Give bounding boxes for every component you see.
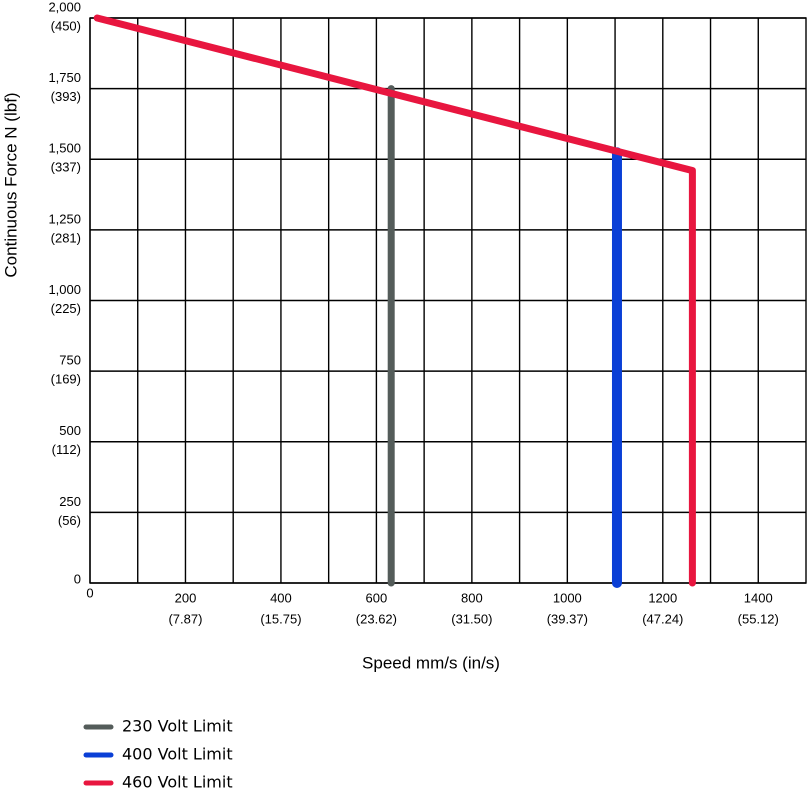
x-tick-label-secondary: (7.87) <box>168 611 202 626</box>
x-tick-label-secondary: (15.75) <box>260 611 301 626</box>
x-tick-label: 200 <box>175 590 197 605</box>
x-tick-label-secondary: (55.12) <box>738 611 779 626</box>
y-tick-label: 1,750 <box>48 70 81 85</box>
x-tick-label: 400 <box>270 590 292 605</box>
y-tick-label: 500 <box>59 423 81 438</box>
y-tick-label: 1,000 <box>48 282 81 297</box>
x-tick-label: 600 <box>366 590 388 605</box>
y-tick-label-secondary: (169) <box>51 372 81 387</box>
legend-text: 460 Volt Limit <box>122 773 233 792</box>
x-tick-label-secondary: (23.62) <box>356 611 397 626</box>
series-line <box>93 14 696 587</box>
y-axis-title: Continuous Force N (lbf) <box>1 92 20 277</box>
x-tick-label-secondary: (47.24) <box>642 611 683 626</box>
legend-text: 230 Volt Limit <box>122 717 233 736</box>
y-tick-label-secondary: (393) <box>51 89 81 104</box>
y-tick-label-secondary: (112) <box>52 442 81 457</box>
y-tick-label: 250 <box>59 494 81 509</box>
x-tick-label: 800 <box>461 590 483 605</box>
y-tick-label-secondary: (450) <box>51 18 81 33</box>
x-tick-label-secondary: (31.50) <box>451 611 492 626</box>
y-tick-label-secondary: (56) <box>58 513 81 528</box>
x-axis-title: Speed mm/s (in/s) <box>362 653 500 672</box>
x-tick-label: 1200 <box>648 590 677 605</box>
x-tick-label-secondary: (39.37) <box>547 611 588 626</box>
y-tick-label: 2,000 <box>48 0 81 14</box>
plot-frame <box>89 17 807 584</box>
y-tick-label-secondary: (337) <box>51 160 81 175</box>
x-tick-label: 1400 <box>744 590 773 605</box>
x-tick-label: 1000 <box>553 590 582 605</box>
y-tick-label: 1,250 <box>48 211 81 226</box>
y-tick-label-secondary: (281) <box>51 230 81 245</box>
legend-text: 400 Volt Limit <box>122 745 233 764</box>
y-tick-label-secondary: (225) <box>51 301 81 316</box>
y-tick-label: 1,500 <box>48 141 81 156</box>
x-tick-label: 0 <box>86 585 93 600</box>
y-tick-label: 750 <box>59 353 81 368</box>
y-tick-label: 0 <box>74 571 81 586</box>
